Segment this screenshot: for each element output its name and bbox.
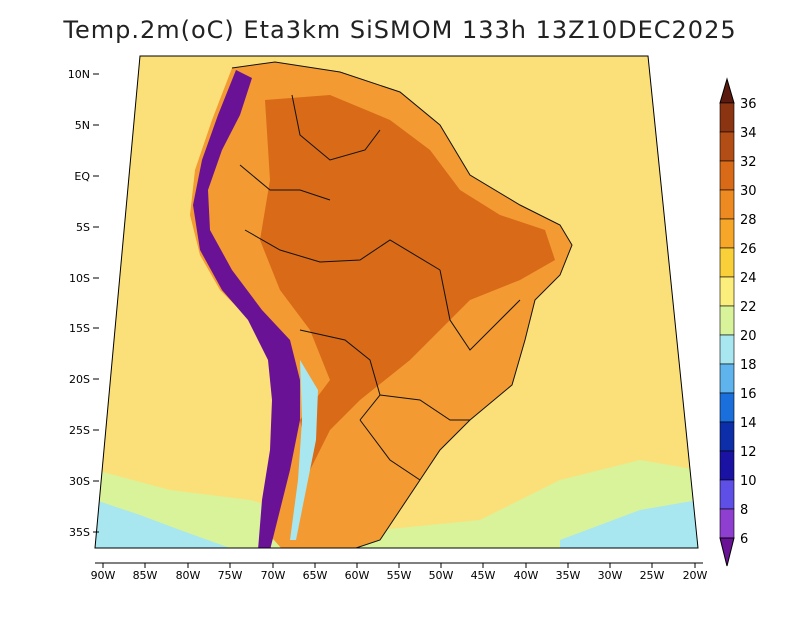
longitude-axis: 90W 85W 80W 75W 70W 65W 60W 55W 50W 45W … bbox=[91, 563, 708, 582]
cold-ocean-southeast bbox=[560, 500, 698, 548]
colorbar-band bbox=[719, 392, 735, 423]
andes-cool-edge bbox=[290, 360, 318, 540]
lon-tick: 75W bbox=[218, 563, 243, 582]
lat-tick-label: 15S bbox=[69, 322, 90, 335]
colorbar-band bbox=[719, 334, 735, 365]
colorbar-label: 10 bbox=[740, 474, 757, 489]
lat-tick: 15S bbox=[69, 322, 99, 335]
colorbar-band bbox=[719, 102, 735, 133]
lat-tick: 10S bbox=[69, 272, 99, 285]
colorbar-band bbox=[719, 479, 735, 510]
lon-tick: 45W bbox=[471, 563, 496, 582]
colorbar-band bbox=[719, 160, 735, 191]
lon-tick-label: 20W bbox=[683, 569, 708, 582]
lon-tick-label: 75W bbox=[218, 569, 243, 582]
lon-tick-label: 85W bbox=[133, 569, 158, 582]
cold-ocean-southwest bbox=[95, 500, 230, 548]
colorbar-label: 14 bbox=[740, 416, 757, 431]
lon-tick-label: 80W bbox=[176, 569, 201, 582]
lon-tick-label: 30W bbox=[598, 569, 623, 582]
lat-tick: EQ bbox=[74, 170, 99, 183]
lat-tick-label: 5N bbox=[75, 119, 90, 132]
map-domain bbox=[95, 56, 698, 548]
lat-tick-label: 35S bbox=[69, 526, 90, 539]
colorbar-label: 36 bbox=[740, 97, 757, 112]
colorbar-band bbox=[719, 305, 735, 336]
lat-tick: 35S bbox=[69, 526, 99, 539]
lon-tick-label: 90W bbox=[91, 569, 116, 582]
country-boundaries bbox=[231, 61, 573, 548]
lat-tick-label: 10S bbox=[69, 272, 90, 285]
colorbar-band bbox=[719, 247, 735, 278]
lat-tick-label: 25S bbox=[69, 424, 90, 437]
andes-cold-band bbox=[193, 70, 300, 548]
colorbar-band bbox=[719, 508, 735, 539]
colorbar-band bbox=[719, 189, 735, 220]
colorbar: 36 34 32 30 28 26 24 22 20 18 16 14 12 10 8 6 bbox=[719, 77, 757, 567]
colorbar-label: 18 bbox=[740, 358, 757, 373]
lat-tick: 5S bbox=[76, 221, 99, 234]
lon-tick: 40W bbox=[514, 563, 539, 582]
lat-tick-label: 10N bbox=[68, 68, 90, 81]
lon-tick: 85W bbox=[133, 563, 158, 582]
lon-tick: 90W bbox=[91, 563, 116, 582]
lon-tick-label: 55W bbox=[387, 569, 412, 582]
lon-tick-label: 65W bbox=[303, 569, 328, 582]
colorbar-label: 6 bbox=[740, 532, 748, 547]
lon-tick: 80W bbox=[176, 563, 201, 582]
latitude-axis: 10N 5N EQ 5S 10S 15S 20S 25S 30S 35S bbox=[68, 68, 99, 539]
colorbar-label: 24 bbox=[740, 271, 757, 286]
hot-interior bbox=[260, 95, 555, 470]
colorbar-band bbox=[719, 218, 735, 249]
map-frame bbox=[94, 55, 699, 549]
map-title: Temp.2m(oC) Eta3km SiSMOM 133h 13Z10DEC2… bbox=[63, 16, 737, 44]
lon-tick: 50W bbox=[429, 563, 454, 582]
colorbar-label: 20 bbox=[740, 329, 757, 344]
colorbar-label: 34 bbox=[740, 126, 757, 141]
lon-tick: 20W bbox=[683, 563, 708, 582]
colorbar-band bbox=[719, 276, 735, 307]
cool-ocean-south bbox=[95, 460, 698, 548]
lon-tick: 25W bbox=[640, 563, 665, 582]
lon-tick: 35W bbox=[556, 563, 581, 582]
lon-tick-label: 35W bbox=[556, 569, 581, 582]
lon-tick: 55W bbox=[387, 563, 412, 582]
lon-tick-label: 70W bbox=[261, 569, 286, 582]
lat-tick: 25S bbox=[69, 424, 99, 437]
colorbar-label: 32 bbox=[740, 155, 757, 170]
colorbar-label: 16 bbox=[740, 387, 757, 402]
lon-tick: 65W bbox=[303, 563, 328, 582]
lat-tick: 5N bbox=[75, 119, 99, 132]
colorbar-label: 8 bbox=[740, 503, 748, 518]
lat-tick-label: 20S bbox=[69, 373, 90, 386]
lon-tick: 70W bbox=[261, 563, 286, 582]
colorbar-bottom-arrow bbox=[719, 537, 735, 567]
colorbar-band bbox=[719, 363, 735, 394]
colorbar-band bbox=[719, 131, 735, 162]
lon-tick-label: 60W bbox=[345, 569, 370, 582]
lon-tick: 60W bbox=[345, 563, 370, 582]
lat-tick: 30S bbox=[69, 475, 99, 488]
lon-tick: 30W bbox=[598, 563, 623, 582]
lat-tick-label: 5S bbox=[76, 221, 90, 234]
colorbar-label: 12 bbox=[740, 445, 757, 460]
colorbar-label: 28 bbox=[740, 213, 757, 228]
lat-tick: 20S bbox=[69, 373, 99, 386]
lon-tick-label: 40W bbox=[514, 569, 539, 582]
colorbar-label: 26 bbox=[740, 242, 757, 257]
colorbar-band bbox=[719, 450, 735, 481]
colorbar-band bbox=[719, 421, 735, 452]
lat-tick: 10N bbox=[68, 68, 99, 81]
lon-tick-label: 50W bbox=[429, 569, 454, 582]
colorbar-top-arrow bbox=[719, 77, 735, 104]
lat-tick-label: EQ bbox=[74, 170, 90, 183]
lon-tick-label: 45W bbox=[471, 569, 496, 582]
lat-tick-label: 30S bbox=[69, 475, 90, 488]
lon-tick-label: 25W bbox=[640, 569, 665, 582]
colorbar-label: 30 bbox=[740, 184, 757, 199]
colorbar-label: 22 bbox=[740, 300, 757, 315]
